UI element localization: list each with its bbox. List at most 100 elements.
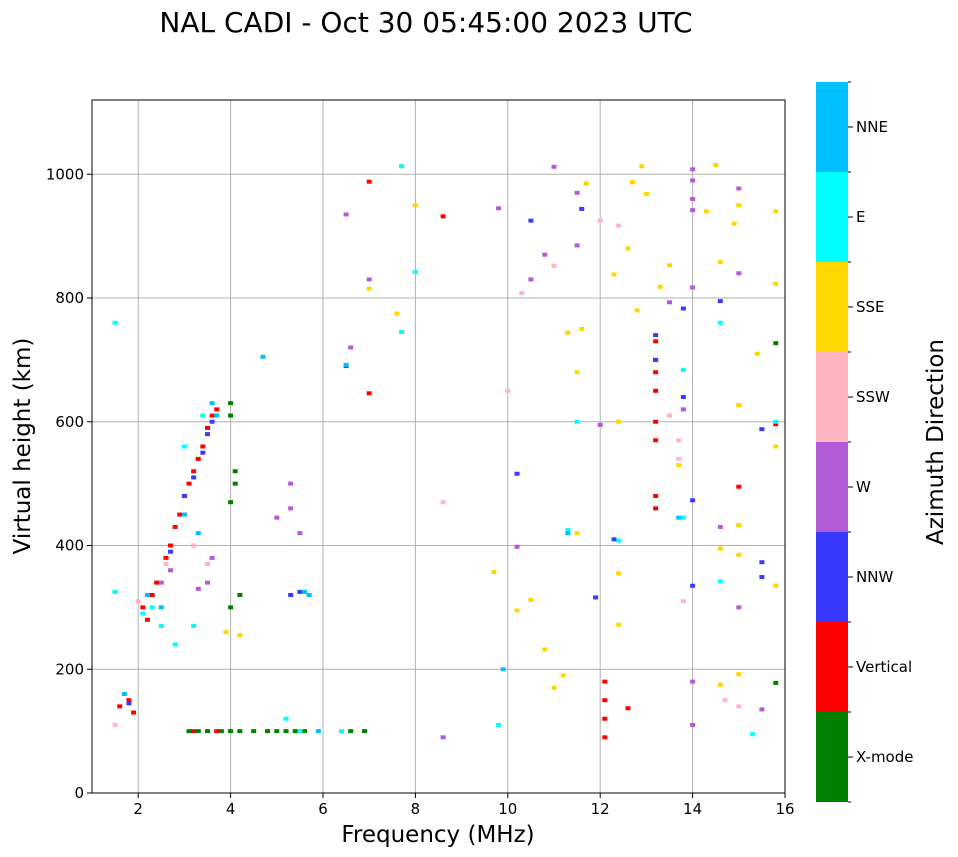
data-point-sse xyxy=(703,209,709,214)
colorbar-tick-label: NNE xyxy=(856,118,888,136)
data-point-e xyxy=(112,589,118,594)
data-point-sse xyxy=(583,181,589,186)
data-point-w xyxy=(343,212,349,217)
data-point-nne xyxy=(209,401,215,406)
data-point-nne xyxy=(343,362,349,367)
data-point-sse xyxy=(574,531,580,536)
colorbar-swatch xyxy=(816,352,848,442)
data-point-sse xyxy=(625,246,631,251)
data-point-vertical xyxy=(205,425,210,430)
data-point-sse xyxy=(560,673,566,678)
data-point-x-mode xyxy=(302,729,308,734)
data-point-sse xyxy=(616,622,622,627)
data-point-vertical xyxy=(653,370,659,375)
data-point-sse xyxy=(667,263,672,268)
data-point-sse xyxy=(366,286,372,291)
data-point-w xyxy=(690,722,696,727)
data-point-vertical xyxy=(186,481,192,486)
data-point-vertical xyxy=(440,214,446,219)
colorbar-tick-label: W xyxy=(856,478,871,496)
colorbar-swatch xyxy=(816,622,848,712)
data-point-sse xyxy=(773,444,779,449)
data-point-sse xyxy=(754,351,760,356)
data-point-nnw xyxy=(168,549,174,554)
data-point-x-mode xyxy=(218,729,224,734)
data-point-vertical xyxy=(366,391,372,396)
data-point-vertical xyxy=(653,494,659,498)
data-point-nnw xyxy=(717,299,723,304)
data-point-sse xyxy=(657,284,663,289)
colorbar-swatch xyxy=(816,262,848,352)
data-point-nnw xyxy=(680,306,686,311)
data-point-x-mode xyxy=(228,605,234,610)
data-point-vertical xyxy=(214,729,220,734)
data-point-x-mode xyxy=(195,729,201,734)
data-point-w xyxy=(274,515,280,520)
data-point-vertical xyxy=(172,524,178,529)
data-point-ssw xyxy=(551,263,557,268)
data-point-w xyxy=(348,345,354,350)
data-point-e xyxy=(172,642,178,647)
data-point-vertical xyxy=(195,456,201,461)
data-point-sse xyxy=(717,682,723,687)
colorbar-tick-label: E xyxy=(856,208,865,226)
data-point-ssw xyxy=(722,698,728,703)
data-point-nnw xyxy=(288,593,294,597)
data-point-e xyxy=(181,444,187,449)
data-point-e xyxy=(750,732,756,737)
data-point-nne xyxy=(315,729,321,734)
data-point-w xyxy=(690,167,696,172)
data-point-vertical xyxy=(144,617,150,622)
data-point-e xyxy=(338,729,344,734)
data-point-vertical xyxy=(191,729,197,734)
data-point-w xyxy=(736,186,742,191)
y-tick-label: 600 xyxy=(55,413,84,431)
data-point-vertical xyxy=(154,580,160,585)
data-point-vertical xyxy=(214,407,220,412)
plot-border xyxy=(91,99,786,794)
data-point-w xyxy=(574,190,580,195)
data-point-w xyxy=(496,206,502,211)
data-point-x-mode xyxy=(237,593,243,597)
data-point-x-mode xyxy=(228,729,234,734)
data-point-w xyxy=(366,277,372,282)
data-point-w xyxy=(288,506,294,511)
data-point-sse xyxy=(394,311,400,316)
data-point-nnw xyxy=(759,560,765,565)
data-point-vertical xyxy=(200,444,206,449)
data-point-vertical xyxy=(602,698,608,703)
data-point-e xyxy=(399,330,405,335)
data-point-e xyxy=(200,413,206,418)
data-point-nnw xyxy=(579,206,585,211)
data-point-w xyxy=(759,707,765,712)
colorbar-tick-label: X-mode xyxy=(856,748,913,766)
data-point-sse xyxy=(579,326,585,331)
colorbar-label: Azimuth Direction xyxy=(923,339,949,545)
data-point-nnw xyxy=(759,575,765,580)
data-point-vertical xyxy=(366,179,372,184)
data-point-sse xyxy=(736,523,742,528)
data-point-vertical xyxy=(653,438,659,443)
data-point-nne xyxy=(195,531,201,536)
data-point-ssw xyxy=(112,722,118,727)
data-point-x-mode xyxy=(232,481,238,486)
data-point-sse xyxy=(634,308,640,313)
data-point-vertical xyxy=(177,512,183,517)
data-point-sse xyxy=(717,546,723,551)
data-point-nnw xyxy=(759,427,765,432)
colorbar-tick-label: SSE xyxy=(856,298,885,316)
data-point-w xyxy=(736,605,742,610)
grid-lines xyxy=(92,100,786,794)
colorbar-swatch xyxy=(816,442,848,532)
data-point-w xyxy=(717,524,723,529)
data-point-vertical xyxy=(163,555,169,560)
data-point-vertical xyxy=(149,593,155,597)
data-point-vertical xyxy=(653,506,659,511)
data-point-e xyxy=(112,320,118,325)
data-point-ssw xyxy=(676,456,682,461)
data-point-w xyxy=(514,544,520,549)
x-tick-label: 8 xyxy=(411,800,421,818)
data-point-w xyxy=(528,277,534,282)
data-point-nne xyxy=(565,531,571,536)
y-tick-label: 200 xyxy=(55,660,84,678)
